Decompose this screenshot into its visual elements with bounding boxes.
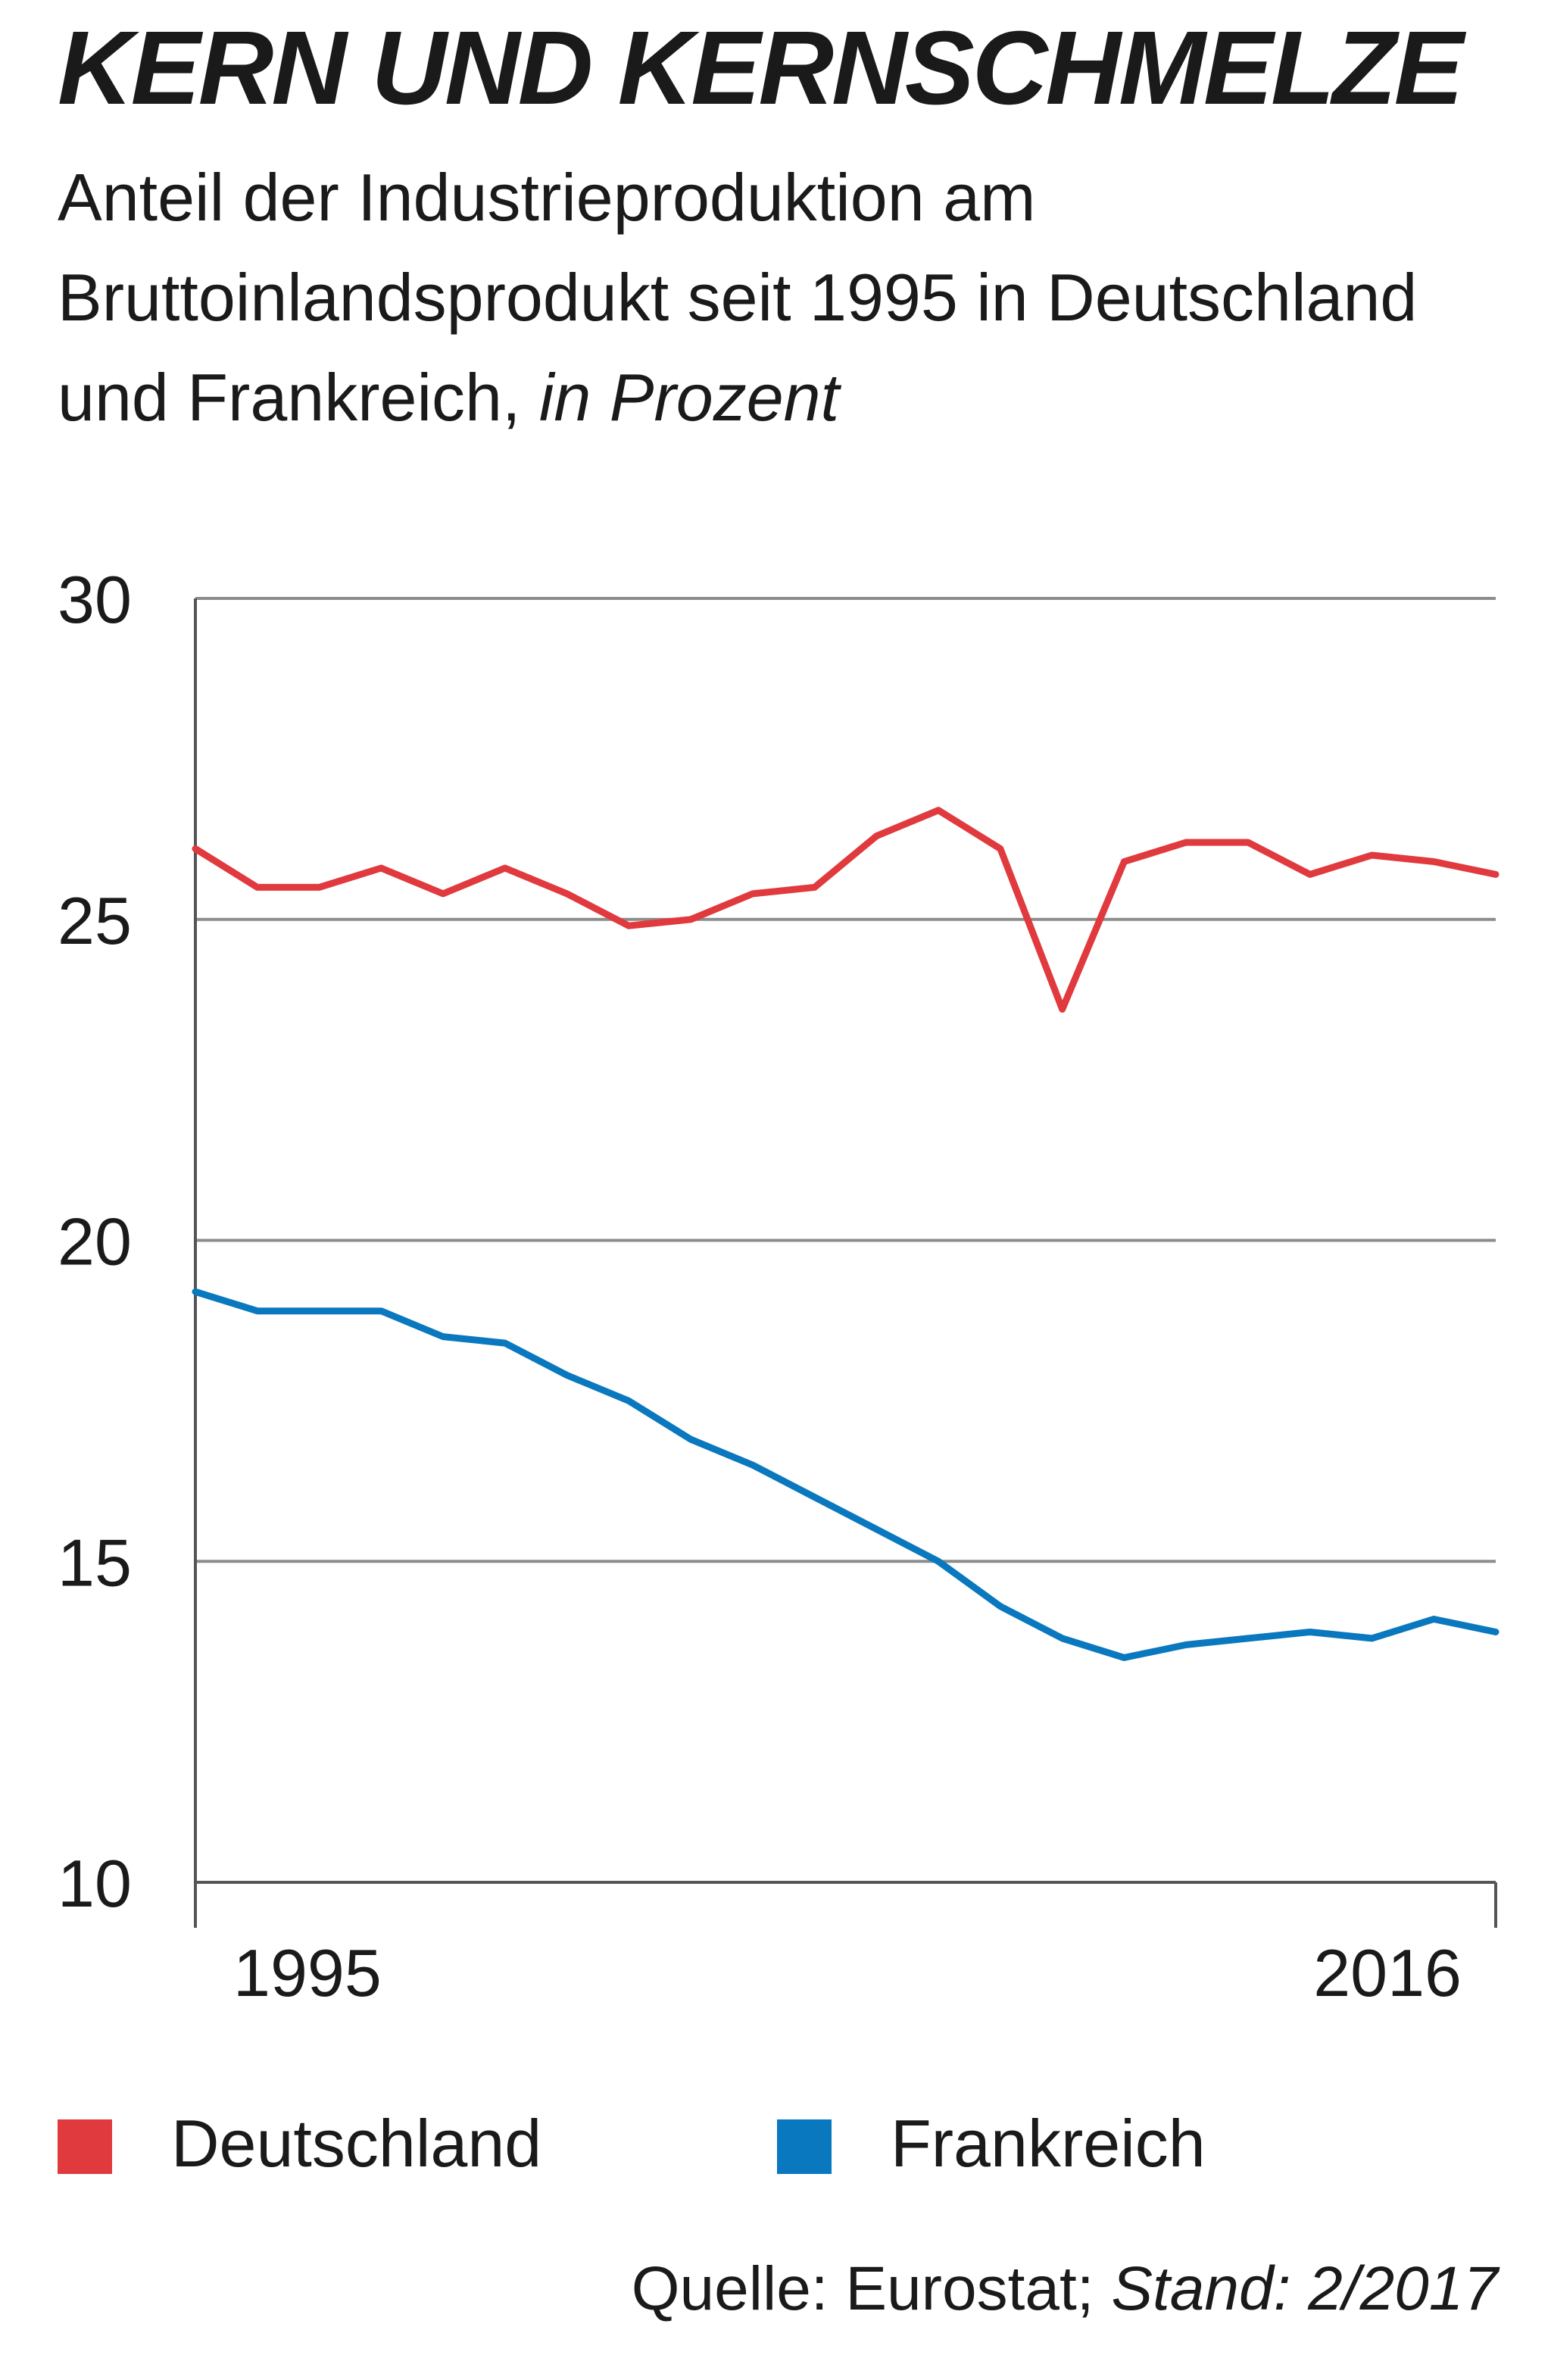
source-stand: Stand: 2/2017 — [1111, 2254, 1498, 2323]
series-layer — [192, 807, 1500, 1661]
grid-layer — [195, 597, 1496, 1884]
chart-title: KERN UND KERNSCHMELZE — [58, 10, 1464, 126]
label-layer: 10 15 20 25 30 1995 2016 — [58, 562, 1462, 2010]
chart-subtitle: Anteil der Industrieproduktion am Brutto… — [58, 148, 1512, 448]
y-tick-label-30: 30 — [58, 562, 132, 637]
axis-layer — [194, 598, 1497, 1928]
x-tick-label-first: 1995 — [233, 1935, 382, 2010]
y-tick-label-20: 20 — [58, 1204, 132, 1279]
source-label: Quelle: Eurostat; — [631, 2254, 1094, 2323]
legend-label-deutschland: Deutschland — [171, 2106, 542, 2181]
legend-label-frankreich: Frankreich — [891, 2106, 1206, 2181]
y-tick-label-10: 10 — [58, 1846, 132, 1921]
y-tick-label-15: 15 — [58, 1525, 132, 1600]
x-tick-label-last: 2016 — [1313, 1935, 1462, 2010]
legend-swatch-deutschland — [58, 2119, 112, 2174]
series-line-frankreich — [192, 1288, 1500, 1661]
series-line-deutschland — [192, 807, 1500, 1013]
y-tick-label-25: 25 — [58, 883, 132, 958]
subtitle-text: Anteil der Industrieproduktion am Brutto… — [58, 160, 1418, 435]
source-note: Quelle: Eurostat; Stand: 2/2017 — [632, 2254, 1498, 2325]
line-chart: 10 15 20 25 30 1995 2016 — [58, 562, 1500, 2010]
legend-swatch-frankreich — [777, 2119, 832, 2174]
subtitle-unit: in Prozent — [538, 360, 840, 435]
